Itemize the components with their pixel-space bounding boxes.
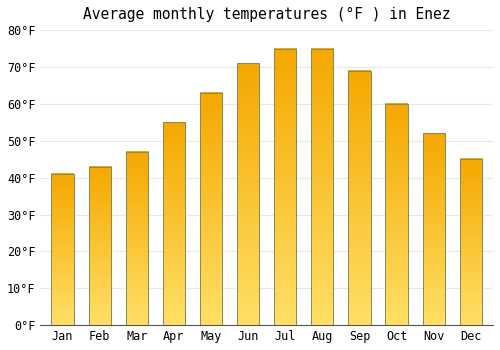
Bar xyxy=(52,174,74,325)
Bar xyxy=(126,152,148,325)
Bar xyxy=(460,159,482,325)
Bar xyxy=(348,71,370,325)
Title: Average monthly temperatures (°F ) in Enez: Average monthly temperatures (°F ) in En… xyxy=(83,7,450,22)
Bar xyxy=(200,93,222,325)
Bar xyxy=(386,104,407,325)
Bar xyxy=(88,167,111,325)
Bar xyxy=(163,122,185,325)
Bar xyxy=(311,49,334,325)
Bar xyxy=(237,63,260,325)
Bar xyxy=(274,49,296,325)
Bar xyxy=(422,133,445,325)
